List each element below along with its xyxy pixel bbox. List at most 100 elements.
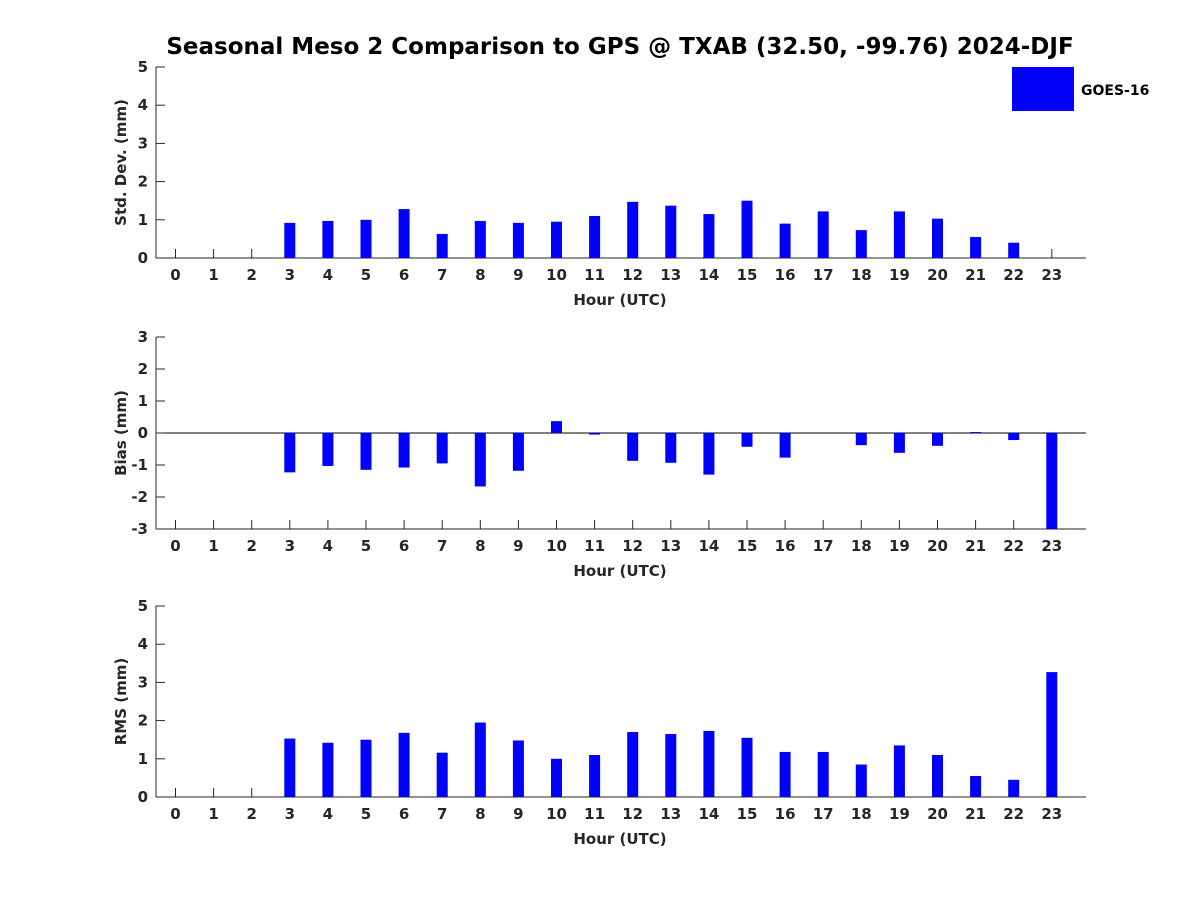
- bar-hour-11: [589, 433, 601, 435]
- x-tick-label: 1: [208, 805, 218, 823]
- bar-hour-19: [893, 211, 905, 258]
- bar-hour-8: [474, 220, 486, 258]
- x-tick-label: 12: [622, 266, 643, 284]
- x-tick-label: 3: [285, 266, 295, 284]
- y-tick-label: 4: [138, 96, 148, 114]
- x-tick-label: 4: [323, 537, 333, 555]
- x-tick-label: 14: [698, 266, 719, 284]
- x-tick-label: 13: [660, 805, 681, 823]
- bar-hour-17: [817, 751, 829, 797]
- bar-hour-5: [360, 739, 372, 797]
- y-tick-label: 4: [138, 635, 148, 653]
- bar-hour-8: [474, 722, 486, 797]
- bar-hour-4: [322, 433, 334, 466]
- bar-hour-21: [970, 432, 982, 433]
- x-tick-label: 17: [813, 537, 834, 555]
- x-tick-label: 8: [475, 805, 485, 823]
- bar-hour-13: [665, 733, 677, 797]
- bar-hour-22: [1008, 433, 1020, 441]
- bar-hour-22: [1008, 779, 1020, 797]
- x-tick-label: 17: [813, 805, 834, 823]
- x-tick-label: 22: [1003, 266, 1024, 284]
- bar-hour-3: [284, 738, 296, 797]
- y-tick-label: 1: [138, 392, 148, 410]
- bar-hour-14: [703, 433, 715, 475]
- bar-hour-18: [855, 764, 867, 797]
- bar-hour-10: [551, 421, 562, 433]
- x-tick-label: 13: [660, 537, 681, 555]
- x-tick-label: 23: [1041, 537, 1062, 555]
- x-tick-label: 2: [246, 805, 256, 823]
- x-tick-label: 19: [889, 537, 910, 555]
- bar-hour-20: [932, 754, 943, 797]
- x-tick-label: 5: [361, 805, 371, 823]
- x-tick-label: 6: [399, 805, 409, 823]
- x-tick-label: 16: [775, 266, 796, 284]
- y-tick-label: 3: [138, 134, 148, 152]
- bar-hour-15: [741, 200, 753, 258]
- legend-label: GOES-16: [1081, 83, 1149, 99]
- x-tick-label: 16: [775, 537, 796, 555]
- bar-hour-18: [855, 433, 867, 446]
- legend-swatch: [1012, 67, 1074, 111]
- bar-hour-20: [932, 218, 943, 258]
- bar-hour-16: [779, 223, 791, 258]
- bar-hour-12: [627, 433, 639, 461]
- x-tick-label: 7: [437, 805, 447, 823]
- bar-hour-7: [436, 233, 448, 258]
- bar-hour-14: [703, 214, 715, 258]
- bar-hour-15: [741, 433, 753, 447]
- x-tick-label: 0: [170, 537, 180, 555]
- x-tick-label: 12: [622, 805, 643, 823]
- x-tick-label: 21: [965, 266, 986, 284]
- bar-hour-13: [665, 205, 677, 258]
- x-tick-label: 11: [584, 805, 605, 823]
- y-tick-label: 0: [138, 424, 148, 442]
- y-tick-label: 2: [138, 712, 148, 730]
- x-axis-label: Hour (UTC): [573, 830, 666, 848]
- y-tick-label: 1: [138, 750, 148, 768]
- y-tick-label: -3: [131, 520, 148, 538]
- bar-hour-11: [589, 215, 601, 258]
- x-tick-label: 16: [775, 805, 796, 823]
- x-tick-label: 12: [622, 537, 643, 555]
- y-tick-label: 2: [138, 360, 148, 378]
- bar-hour-14: [703, 730, 715, 797]
- x-tick-label: 7: [437, 266, 447, 284]
- bar-hour-7: [436, 752, 448, 797]
- x-tick-label: 6: [399, 266, 409, 284]
- x-tick-label: 0: [170, 805, 180, 823]
- x-tick-label: 18: [851, 537, 872, 555]
- y-tick-label: -2: [131, 488, 148, 506]
- bar-hour-9: [512, 222, 524, 258]
- x-tick-label: 17: [813, 266, 834, 284]
- x-tick-label: 18: [851, 805, 872, 823]
- x-tick-label: 0: [170, 266, 180, 284]
- y-axis-label: RMS (mm): [112, 658, 130, 745]
- bar-hour-4: [322, 742, 334, 797]
- bar-hour-5: [360, 433, 372, 470]
- bar-hour-6: [398, 433, 410, 468]
- y-axis-label: Std. Dev. (mm): [112, 99, 130, 226]
- chart-title: Seasonal Meso 2 Comparison to GPS @ TXAB…: [166, 34, 1073, 60]
- x-tick-label: 22: [1003, 537, 1024, 555]
- x-tick-label: 11: [584, 266, 605, 284]
- bar-hour-6: [398, 732, 410, 797]
- bar-hour-20: [932, 433, 943, 446]
- bar-hour-10: [551, 221, 562, 258]
- x-axis-label: Hour (UTC): [573, 562, 666, 580]
- x-tick-label: 4: [323, 266, 333, 284]
- bar-hour-18: [855, 230, 867, 258]
- bar-hour-12: [627, 732, 639, 797]
- x-tick-label: 1: [208, 266, 218, 284]
- y-tick-label: 3: [138, 328, 148, 346]
- bar-hour-17: [817, 211, 829, 258]
- x-tick-label: 18: [851, 266, 872, 284]
- x-tick-label: 19: [889, 266, 910, 284]
- y-tick-label: 1: [138, 211, 148, 229]
- bar-hour-23: [1046, 433, 1058, 529]
- x-tick-label: 5: [361, 537, 371, 555]
